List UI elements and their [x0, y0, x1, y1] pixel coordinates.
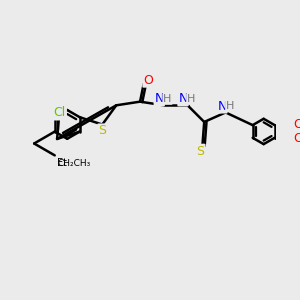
Text: N: N	[154, 92, 164, 105]
Text: Cl: Cl	[54, 106, 66, 119]
Text: H: H	[163, 94, 172, 104]
Text: S: S	[98, 124, 106, 137]
Text: O: O	[293, 118, 300, 131]
Text: N: N	[178, 92, 188, 105]
Text: CH₂CH₃: CH₂CH₃	[58, 159, 91, 168]
Text: H: H	[226, 101, 234, 111]
Text: O: O	[293, 132, 300, 145]
Text: H: H	[187, 94, 195, 104]
Text: N: N	[217, 100, 226, 112]
Text: O: O	[143, 74, 153, 87]
Text: Et: Et	[57, 158, 67, 168]
Text: S: S	[196, 145, 205, 158]
